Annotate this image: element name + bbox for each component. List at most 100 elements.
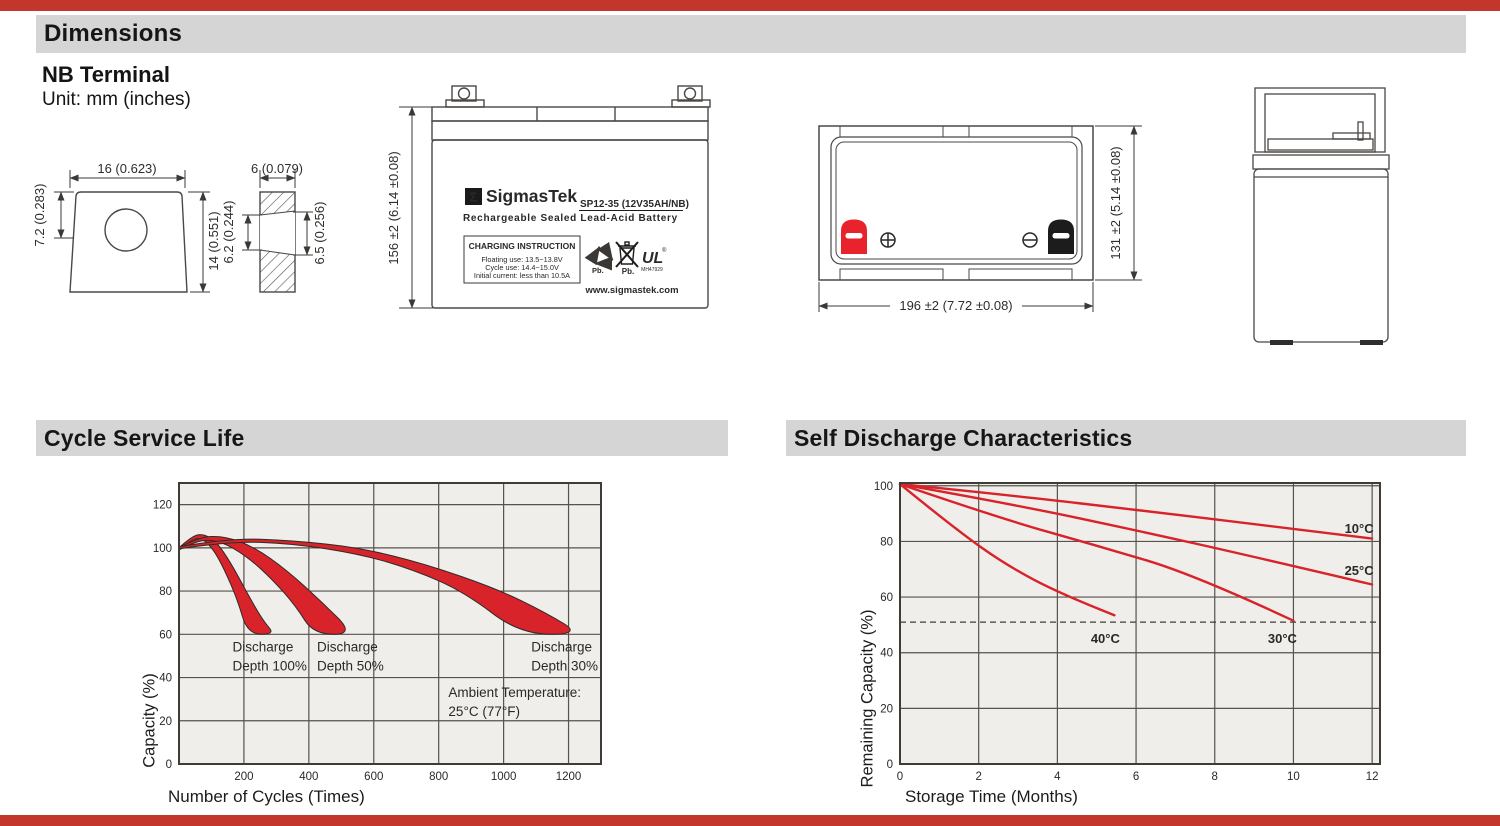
chart-annotation: Depth 100% xyxy=(233,659,307,674)
charging-line-1: Floating use: 13.5~13.8V xyxy=(481,255,562,264)
chart-annotation: Discharge xyxy=(233,640,294,655)
side-view-outline xyxy=(1252,87,1390,343)
battery-type-line: Rechargeable Sealed Lead-Acid Battery xyxy=(463,213,678,224)
ul-mark-icon: UL xyxy=(642,250,663,267)
y-tick-label: 40 xyxy=(159,673,172,685)
line-40c xyxy=(898,482,1116,617)
depth-dimension xyxy=(1095,125,1142,281)
plot-background xyxy=(900,483,1380,764)
height-dimension xyxy=(399,106,433,309)
terminal-hole-left xyxy=(457,87,471,100)
terminal-tab-right xyxy=(677,85,703,102)
x-tick-label: 6 xyxy=(1133,771,1139,783)
model-number: SP12-35 (12V35AH/NB) xyxy=(580,199,689,210)
series-label-25c: 25°C xyxy=(1345,563,1375,578)
cycle-x-axis-label: Number of Cycles (Times) xyxy=(168,787,365,806)
dim-front-height: 14 (0.551) xyxy=(206,211,221,270)
charging-line-3: Initial current: less than 10.5A xyxy=(474,271,570,280)
self-x-axis-label: Storage Time (Months) xyxy=(905,787,1078,806)
ul-code: MH47929 xyxy=(641,267,663,273)
battery-front-outline xyxy=(431,85,711,309)
side-foot-left xyxy=(1270,340,1293,345)
dim-section-right: 6.5 (0.256) xyxy=(312,202,327,265)
x-tick-label: 800 xyxy=(429,771,448,783)
y-tick-label: 80 xyxy=(159,586,172,598)
side-foot-right xyxy=(1360,340,1383,345)
y-tick-label: 40 xyxy=(880,648,893,660)
series-label-30c: 30°C xyxy=(1268,631,1298,646)
sigma-logo-box xyxy=(465,188,482,205)
negative-terminal-slot xyxy=(1052,233,1070,239)
dim-battery-depth: 131 ±2 (5.14 ±0.08) xyxy=(1108,146,1123,259)
y-tick-label: 0 xyxy=(166,759,172,771)
dim-front-upper: 7.2 (0.283) xyxy=(32,184,47,247)
self-discharge-chart: 10°C 25°C 30°C 40°C 0 2 4 6 8 10 12 0 20 40 60 80 100 xyxy=(874,481,1381,783)
dimensions-title: Dimensions xyxy=(44,20,183,47)
x-tick-label: 200 xyxy=(234,771,253,783)
y-tick-label: 60 xyxy=(159,629,172,641)
plot-border xyxy=(899,482,1381,765)
chart-annotation: Ambient Temperature: xyxy=(448,685,581,700)
dim-section-thickness: 6 (0.079) xyxy=(251,161,303,176)
bottom-accent-bar xyxy=(0,815,1500,826)
dim-battery-width: 196 ±2 (7.72 ±0.08) xyxy=(899,298,1012,313)
chart-annotation: Depth 50% xyxy=(317,659,384,674)
y-tick-label: 120 xyxy=(153,500,172,512)
x-tick-label: 2 xyxy=(975,771,981,783)
charging-line-2: Cycle use: 14.4~15.0V xyxy=(485,263,559,272)
dimensions-section-header: Dimensions xyxy=(36,15,1466,53)
x-tick-label: 400 xyxy=(299,771,318,783)
nb-terminal-heading: NB Terminal xyxy=(42,62,170,87)
cycle-section-header: Cycle Service Life xyxy=(36,420,728,456)
crossed-bin-pb-icon xyxy=(615,241,639,268)
x-tick-label: 10 xyxy=(1287,771,1300,783)
terminal-hole xyxy=(104,208,148,252)
brand-name: SigmasTek xyxy=(486,186,577,206)
positive-terminal-slot xyxy=(845,233,863,239)
self-discharge-title: Self Discharge Characteristics xyxy=(794,424,1133,451)
y-tick-label: 20 xyxy=(880,703,893,715)
cycle-y-axis-label: Capacity (%) xyxy=(140,673,159,768)
cycle-title: Cycle Service Life xyxy=(44,424,245,451)
chart-annotation: Discharge xyxy=(317,640,378,655)
plot-border xyxy=(178,482,602,765)
terminal-section-dimensions xyxy=(242,170,313,256)
y-tick-label: 0 xyxy=(887,759,893,771)
ul-registered: ® xyxy=(662,247,667,254)
series-label-10c: 10°C xyxy=(1345,521,1375,536)
band-discharge-depth-30 xyxy=(178,538,571,635)
charging-instruction-box xyxy=(463,235,581,284)
pb-recycle-label: Pb. xyxy=(592,266,604,275)
x-tick-label: 600 xyxy=(364,771,383,783)
terminal-section-shape xyxy=(259,191,296,293)
battery-front-view: 156 ±2 (6.14 ±0.08) Σ SigmasTek SP12-35 … xyxy=(386,85,711,309)
y-tick-label: 100 xyxy=(153,543,172,555)
side-terminal-pin xyxy=(1357,121,1364,141)
charging-title: CHARGING INSTRUCTION xyxy=(469,241,576,251)
battery-side-view xyxy=(1252,87,1390,345)
chart-annotation: 25°C (77°F) xyxy=(448,704,520,719)
minus-symbol-icon xyxy=(1022,232,1038,248)
pb-bin-label: Pb. xyxy=(622,267,634,276)
terminal-front-shape xyxy=(69,191,188,293)
dim-section-left: 6.2 (0.244) xyxy=(221,201,236,264)
battery-label: Σ SigmasTek SP12-35 (12V35AH/NB) Recharg… xyxy=(463,186,689,296)
x-tick-label: 1000 xyxy=(491,771,517,783)
recycle-pb-icon xyxy=(584,241,614,271)
top-view-outline xyxy=(818,125,1094,281)
unit-note: Unit: mm (inches) xyxy=(42,89,191,110)
self-discharge-section-header: Self Discharge Characteristics xyxy=(786,420,1466,456)
y-tick-label: 20 xyxy=(159,716,172,728)
y-tick-label: 60 xyxy=(880,592,893,604)
terminal-front-dimensions xyxy=(54,170,210,293)
website-url: www.sigmastek.com xyxy=(584,285,678,296)
x-tick-label: 0 xyxy=(897,771,903,783)
battery-top-view: 131 ±2 (5.14 ±0.08) 196 ±2 (7.72 ±0.08) xyxy=(818,125,1142,313)
chart-annotation: Discharge xyxy=(531,640,592,655)
dim-battery-height: 156 ±2 (6.14 ±0.08) xyxy=(386,151,401,264)
x-tick-label: 4 xyxy=(1054,771,1061,783)
top-accent-bar xyxy=(0,0,1500,11)
x-tick-label: 8 xyxy=(1212,771,1218,783)
terminal-tab-left xyxy=(451,85,477,102)
